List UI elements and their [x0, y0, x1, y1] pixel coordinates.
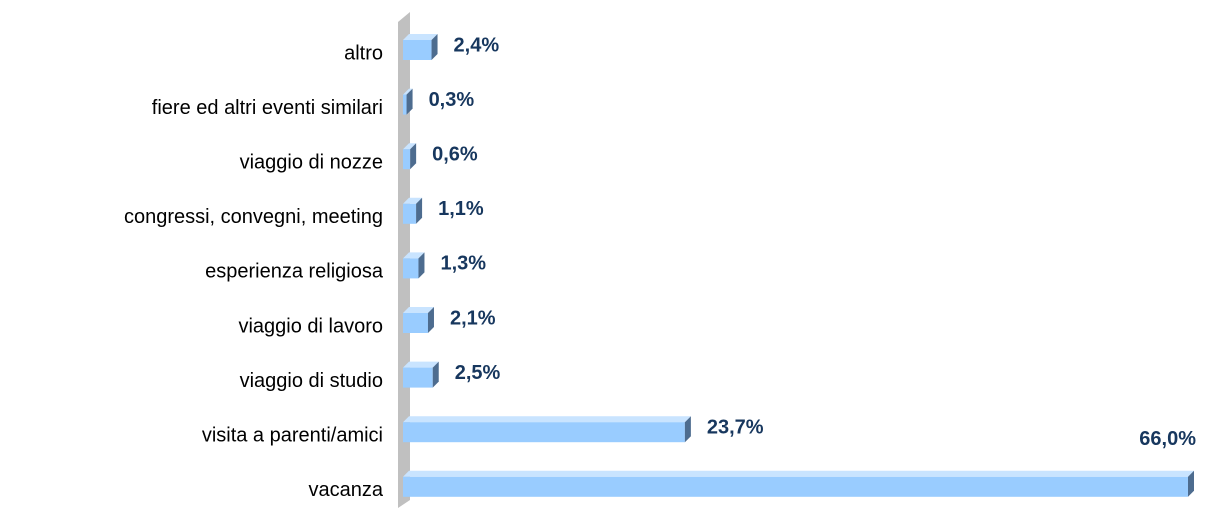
bar-top — [403, 197, 423, 204]
bar — [403, 203, 417, 224]
y-tick-label: viaggio di nozze — [240, 151, 383, 173]
bar-side — [427, 307, 434, 333]
y-tick-label: viaggio di lavoro — [238, 315, 383, 337]
bar-side — [418, 252, 425, 279]
bar-side — [432, 361, 439, 388]
y-tick-label: vacanza — [309, 479, 384, 501]
y-tick-label: esperienza religiosa — [205, 261, 384, 283]
bar-top — [403, 88, 413, 95]
bar-side — [1188, 470, 1194, 497]
bar-side — [406, 88, 413, 115]
bar — [403, 313, 428, 333]
bar-top — [403, 470, 1194, 477]
y-tick-label: altro — [344, 42, 383, 64]
y-tick-label: congressi, convegni, meeting — [124, 206, 383, 228]
value-label: 2,4% — [454, 34, 500, 56]
value-label: 0,3% — [429, 89, 475, 111]
bar-side — [684, 416, 691, 443]
bar — [403, 367, 433, 388]
bar-top — [403, 34, 438, 40]
y-tick-label: fiere ed altri eventi similari — [152, 97, 383, 119]
bar — [403, 149, 411, 170]
value-label: 66,0% — [1139, 428, 1196, 450]
bar-side — [431, 34, 438, 60]
value-label: 0,6% — [432, 143, 478, 165]
bar-top — [403, 361, 439, 368]
bar — [403, 476, 1188, 497]
value-label: 23,7% — [707, 416, 764, 438]
bar — [403, 258, 419, 279]
bar-side — [416, 197, 423, 224]
value-label: 2,1% — [450, 307, 496, 329]
bar-top — [403, 416, 691, 423]
bar-top — [403, 252, 425, 259]
value-label: 1,1% — [438, 198, 484, 220]
bar — [403, 422, 685, 443]
value-label: 2,5% — [455, 362, 501, 384]
bar-top — [403, 307, 434, 313]
bar-top — [403, 143, 417, 150]
bar — [403, 94, 407, 115]
y-tick-label: visita a parenti/amici — [202, 424, 383, 446]
bar-side — [410, 143, 417, 170]
y-tick-label: viaggio di studio — [240, 370, 383, 392]
value-label: 1,3% — [440, 253, 486, 275]
bar — [403, 40, 432, 60]
